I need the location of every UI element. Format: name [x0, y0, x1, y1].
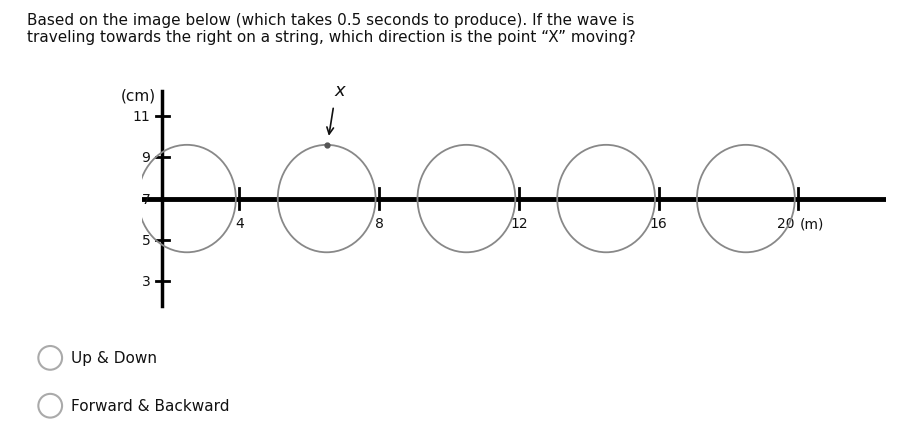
Text: Based on the image below (which takes 0.5 seconds to produce). If the wave is
tr: Based on the image below (which takes 0.…: [27, 13, 636, 45]
Text: (m): (m): [800, 217, 824, 230]
Text: 3: 3: [142, 275, 151, 289]
Text: 11: 11: [132, 110, 151, 124]
Text: $x$: $x$: [334, 82, 347, 100]
Text: 5: 5: [142, 233, 151, 247]
Text: 20: 20: [777, 217, 795, 230]
Text: 12: 12: [510, 217, 528, 230]
Text: Forward & Backward: Forward & Backward: [71, 398, 230, 413]
Text: 8: 8: [374, 217, 383, 230]
Text: 9: 9: [142, 151, 151, 165]
Text: Up & Down: Up & Down: [71, 351, 157, 365]
Text: (cm): (cm): [121, 89, 156, 103]
Text: 7: 7: [142, 192, 151, 206]
Text: 4: 4: [235, 217, 244, 230]
Text: 16: 16: [650, 217, 667, 230]
